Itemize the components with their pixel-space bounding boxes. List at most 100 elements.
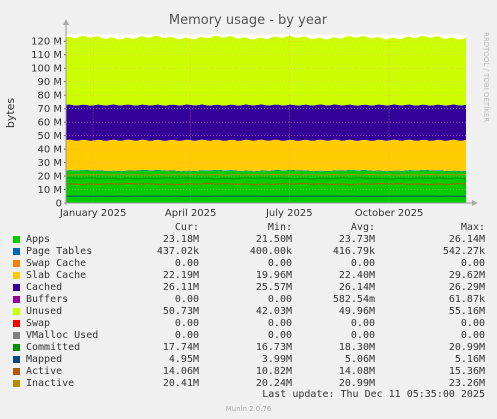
legend-row: Cached 26.11M 25.57M 26.14M 26.29M [0, 282, 497, 294]
legend-header-row: Cur: Min: Avg: Max: [0, 222, 497, 234]
line-inactive [65, 173, 467, 176]
legend-name: Swap Cache [26, 258, 87, 269]
legend-swatch [13, 380, 20, 387]
y-tick-label: 110 M [31, 50, 62, 61]
legend-name: Active [26, 366, 63, 377]
legend-min: 0.00 [267, 318, 292, 329]
legend-swatch [13, 332, 20, 339]
y-tick-label: 0 [56, 199, 62, 210]
legend-max: 29.62M [448, 270, 485, 281]
legend-min: 0.00 [267, 330, 292, 341]
y-axis-label: bytes [4, 98, 17, 129]
legend-avg: 22.40M [338, 270, 375, 281]
x-tick-label: October 2025 [355, 208, 424, 219]
legend-min: 20.24M [255, 378, 292, 389]
munin-version: Munin 2.0.76 [225, 405, 272, 413]
legend-swatch [13, 368, 20, 375]
legend-name: Inactive [26, 378, 75, 389]
legend-row: Page Tables 437.02k 400.00k 416.79k 542.27k [0, 246, 497, 258]
legend-cur: 0.00 [174, 258, 199, 269]
legend-cur: 437.02k [156, 246, 199, 257]
y-tick-label: 90 M [37, 77, 62, 88]
y-tick-label: 30 M [37, 158, 62, 169]
legend-row: Swap Cache 0.00 0.00 0.00 0.00 [0, 258, 497, 270]
area-cached [66, 104, 466, 141]
x-tick-label: January 2025 [59, 208, 127, 219]
legend-name: Cached [26, 282, 63, 293]
legend-row: VMalloc Used 0.00 0.00 0.00 0.00 [0, 330, 497, 342]
legend-name: VMalloc Used [26, 330, 99, 341]
legend-row: Slab Cache 22.19M 19.96M 22.40M 29.62M [0, 270, 497, 282]
legend-cur: 26.11M [162, 282, 199, 293]
legend-max: 61.87k [448, 294, 485, 305]
legend-avg: 0.00 [350, 318, 375, 329]
legend-cur: 50.73M [162, 306, 199, 317]
x-axis-arrow [472, 200, 478, 206]
memory-usage-chart: Memory usage - by year RRDTOOL / TOBI OE… [4, 13, 490, 219]
legend: Cur: Min: Avg: Max: Apps 23.18M 21.50M 23.7… [0, 222, 497, 390]
legend-avg: 18.30M [338, 342, 375, 353]
line-active [65, 183, 467, 186]
last-update: Last update: Thu Dec 11 05:35:00 2025 [262, 389, 485, 400]
legend-min: 3.99M [261, 354, 292, 365]
legend-row: Buffers 0.00 0.00 582.54m 61.87k [0, 294, 497, 306]
legend-name: Mapped [26, 354, 63, 365]
y-axis-arrow [63, 19, 69, 25]
legend-name: Committed [26, 342, 81, 353]
y-tick-label: 120 M [31, 37, 62, 48]
legend-max: 23.26M [448, 378, 485, 389]
area-page-tables [66, 169, 466, 172]
legend-swatch [13, 248, 20, 255]
legend-min: 0.00 [267, 258, 292, 269]
legend-avg: 20.99M [338, 378, 375, 389]
x-tick-label: July 2025 [265, 208, 313, 219]
legend-avg: 0.00 [350, 330, 375, 341]
legend-avg: 23.73M [338, 234, 375, 245]
legend-max: 542.27k [442, 246, 485, 257]
legend-row: Swap 0.00 0.00 0.00 0.00 [0, 318, 497, 330]
plot-area: 0 10 M 20 M 30 M 40 M 50 M 60 M 70 M 80 M 90 M 100… [31, 19, 478, 219]
legend-swatch [13, 356, 20, 363]
legend-avg: 14.08M [338, 366, 375, 377]
legend-rows: Apps 23.18M 21.50M 23.73M 26.14M Page Tables 4… [0, 234, 497, 390]
legend-cur: 20.41M [162, 378, 199, 389]
legend-swatch [13, 260, 20, 267]
legend-max: 0.00 [460, 330, 485, 341]
area-unused [66, 35, 466, 106]
legend-row: Inactive 20.41M 20.24M 20.99M 23.26M [0, 378, 497, 390]
legend-swatch [13, 344, 20, 351]
y-tick-label: 50 M [37, 131, 62, 142]
y-tick-label: 40 M [37, 145, 62, 156]
legend-avg: 5.06M [344, 354, 375, 365]
legend-avg: 49.96M [338, 306, 375, 317]
legend-max: 0.00 [460, 258, 485, 269]
legend-cur: 0.00 [174, 294, 199, 305]
legend-cur: 0.00 [174, 330, 199, 341]
legend-min: 0.00 [267, 294, 292, 305]
legend-swatch [13, 272, 20, 279]
y-tick-label: 20 M [37, 172, 62, 183]
legend-avg: 582.54m [332, 294, 375, 305]
legend-max: 26.29M [448, 282, 485, 293]
legend-swatch [13, 320, 20, 327]
legend-name: Slab Cache [26, 270, 87, 281]
y-tick-label: 60 M [37, 118, 62, 129]
legend-header-min: Min: [267, 222, 292, 233]
legend-swatch [13, 236, 20, 243]
legend-cur: 22.19M [162, 270, 199, 281]
legend-min: 10.82M [255, 366, 292, 377]
legend-row: Mapped 4.95M 3.99M 5.06M 5.16M [0, 354, 497, 366]
legend-avg: 416.79k [332, 246, 375, 257]
legend-cur: 4.95M [168, 354, 199, 365]
legend-max: 0.00 [460, 318, 485, 329]
legend-swatch [13, 296, 20, 303]
legend-cur: 17.74M [162, 342, 199, 353]
legend-name: Apps [26, 234, 51, 245]
legend-swatch [13, 308, 20, 315]
legend-max: 26.14M [448, 234, 485, 245]
legend-min: 21.50M [255, 234, 292, 245]
legend-min: 25.57M [255, 282, 292, 293]
legend-min: 16.73M [255, 342, 292, 353]
legend-row: Unused 50.73M 42.03M 49.96M 55.16M [0, 306, 497, 318]
legend-min: 400.00k [249, 246, 292, 257]
